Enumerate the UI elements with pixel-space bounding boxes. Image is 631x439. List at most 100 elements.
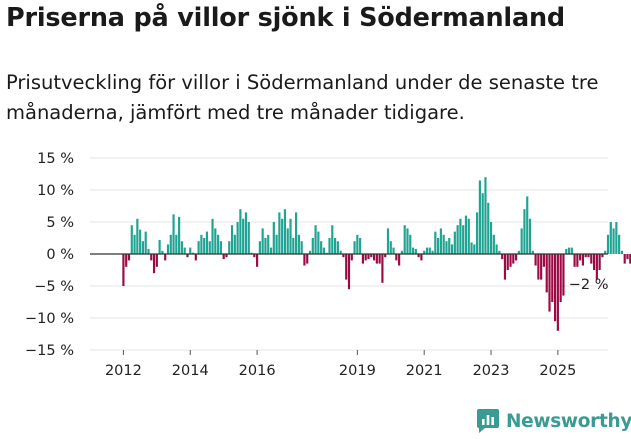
y-axis-ticks: 15 % 10 % 5 % 0 % −5 % −10 % −15 %: [25, 151, 74, 359]
bar: [473, 244, 476, 254]
bar: [453, 231, 456, 254]
bar: [534, 254, 537, 266]
annotations: −2 %: [569, 277, 609, 293]
bar: [269, 247, 273, 254]
bar: [609, 222, 612, 254]
bar: [389, 241, 392, 254]
bar: [361, 254, 365, 264]
bar: [286, 228, 289, 254]
bar: [601, 254, 604, 258]
bar: [501, 254, 504, 260]
bar: [264, 238, 267, 254]
bar: [481, 193, 484, 254]
bar: [169, 234, 172, 254]
bar: [186, 254, 189, 258]
bar: [428, 247, 431, 254]
bar: [125, 254, 128, 267]
bar: [540, 254, 543, 280]
bar: [333, 238, 337, 254]
bar: [172, 214, 175, 254]
bar: [353, 241, 356, 254]
bar: [233, 234, 236, 254]
bar: [150, 254, 153, 261]
bar: [130, 225, 133, 254]
bar: [178, 216, 181, 254]
bar: [576, 254, 579, 267]
bar: [487, 202, 490, 254]
bar: [136, 218, 139, 254]
bar: [320, 241, 323, 254]
bar: [211, 218, 214, 254]
bar: [278, 212, 281, 254]
bar: [512, 254, 515, 264]
bar: [242, 218, 245, 254]
bar: [164, 254, 167, 261]
bar: [275, 234, 278, 254]
bar: [336, 241, 339, 254]
bar: [281, 218, 284, 254]
bar: [478, 180, 481, 254]
bar: [347, 254, 351, 290]
bar: [604, 250, 607, 254]
bar: [331, 225, 334, 254]
bar: [339, 250, 342, 254]
bar: [370, 254, 373, 258]
bar: [579, 254, 582, 261]
bar: [356, 234, 359, 254]
bar: [342, 254, 345, 258]
bar: [228, 241, 231, 254]
bar: [158, 239, 161, 254]
x-tick-label: 2012: [105, 363, 142, 379]
bar: [545, 254, 548, 293]
bar: [450, 244, 454, 254]
bar: [144, 231, 147, 254]
bar: [375, 254, 378, 264]
bar: [359, 238, 362, 254]
bar: [386, 228, 390, 254]
newsworthy-logo: Newsworthy: [476, 407, 631, 435]
bar: [520, 228, 523, 254]
bar: [395, 254, 398, 261]
bar: [515, 254, 518, 261]
bar: [587, 254, 590, 258]
bar: [322, 247, 326, 254]
bar: [367, 254, 370, 260]
bar: [292, 238, 295, 254]
bar: [573, 254, 576, 267]
bar: [381, 254, 384, 283]
bar: [517, 250, 520, 254]
bar: [384, 254, 387, 258]
y-tick-label: −10 %: [25, 311, 74, 327]
bar: [403, 225, 406, 254]
bar: [225, 254, 228, 258]
bar: [437, 238, 440, 254]
bar: [592, 254, 596, 270]
bar: [261, 228, 264, 254]
bar: [222, 254, 225, 260]
bar: [194, 254, 197, 261]
bar: [217, 234, 220, 254]
bar: [531, 250, 534, 254]
bar: [166, 244, 170, 254]
bar: [423, 250, 426, 254]
bar: [595, 254, 598, 280]
bar: [565, 248, 568, 254]
bar: [553, 254, 557, 322]
bar: [476, 212, 479, 254]
bar: [256, 254, 259, 267]
bar: [456, 225, 459, 254]
x-tick-label: 2021: [406, 363, 443, 379]
bar: [272, 222, 275, 254]
bar: [623, 254, 626, 264]
y-tick-label: 15 %: [37, 151, 74, 167]
bar: [161, 250, 164, 254]
bar: [180, 241, 183, 254]
bar: [425, 247, 429, 254]
bar: [489, 222, 493, 254]
bar: [200, 234, 203, 254]
bar: [205, 231, 209, 254]
bar: [317, 231, 320, 254]
bar: [400, 250, 403, 254]
bar: [197, 241, 200, 254]
bar: [214, 228, 217, 254]
